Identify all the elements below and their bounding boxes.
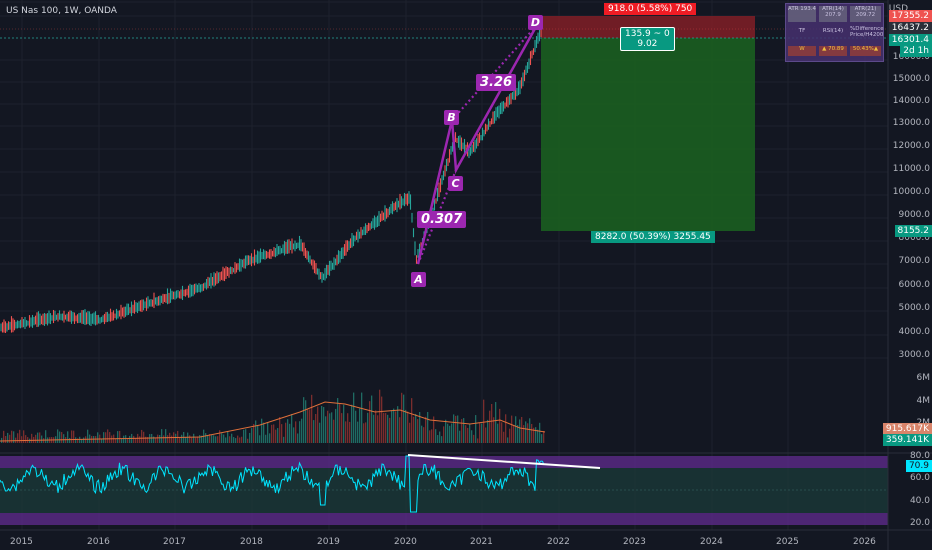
volume-ma-line (0, 401, 546, 442)
panel-diff: %Difference Price/H4200 (850, 26, 884, 38)
rsi-trendline[interactable] (407, 454, 601, 469)
volume-label-4m: 4M (916, 396, 931, 406)
price-tick-label: 7000.0 (898, 256, 931, 266)
time-tick-label: 2025 (776, 537, 799, 547)
last-high-badge: 16437.2 (888, 22, 932, 34)
symbol-title[interactable]: US Nas 100, 1W, OANDA (6, 6, 117, 16)
time-tick-label: 2020 (394, 537, 417, 547)
price-candles (0, 25, 542, 334)
bcd-ratio-label[interactable]: 3.26 (476, 74, 517, 91)
point-a-label[interactable]: A (411, 272, 426, 287)
price-tick-label: 6000.0 (898, 280, 931, 290)
volume-badge: 359.141K (882, 434, 932, 446)
price-tick-label: 4000.0 (898, 327, 931, 337)
time-tick-label: 2022 (547, 537, 570, 547)
time-tick-label: 2024 (700, 537, 723, 547)
price-tick-label: 5000.0 (898, 303, 931, 313)
price-tick-label: 14000.0 (892, 96, 930, 106)
entry-label-line2: 9.02 (637, 39, 658, 49)
rsi-overbought-band (0, 456, 888, 468)
rsi-label-40: 40.0 (909, 496, 930, 506)
volume-label-6m: 6M (916, 373, 931, 383)
price-tick-label: 12000.0 (892, 141, 930, 151)
target-label: 8282.0 (50.39%) 3255.45 (591, 231, 715, 243)
price-tick-label: 9000.0 (898, 210, 931, 220)
rsi-label-20: 20.0 (909, 518, 930, 528)
price-tick-label: 3000.0 (898, 350, 931, 360)
xab-ratio-label[interactable]: 0.307 (417, 211, 467, 228)
point-c-label[interactable]: C (448, 176, 463, 191)
price-tick-label: 8000.0 (898, 233, 931, 243)
time-tick-label: 2019 (317, 537, 340, 547)
panel-rsi: RSI(14) (822, 28, 844, 34)
price-tick-label: 13000.0 (892, 118, 930, 128)
indicator-panel: ATR 193.4 ATR(14) 207.9 ATR(21) 209.72 T… (785, 3, 884, 62)
rsi-value-badge: 70.9 (905, 460, 932, 472)
target-price-badge: 8155.2 (894, 225, 932, 237)
rsi-label-60: 60.0 (909, 473, 930, 483)
panel-atr21: ATR(21) 209.72 (850, 6, 881, 22)
volume-bars (1, 389, 545, 443)
price-tick-label: 15000.0 (892, 74, 930, 84)
panel-atr: ATR 193.4 (788, 6, 816, 22)
panel-tf: TF (798, 28, 806, 34)
panel-diff-value: 50.43%▲ (850, 46, 881, 56)
time-tick-label: 2015 (10, 537, 33, 547)
entry-label: 135.9 ~ 0 9.02 (620, 27, 675, 51)
time-tick-label: 2023 (623, 537, 646, 547)
time-tick-label: 2018 (240, 537, 263, 547)
price-tick-label: 10000.0 (892, 187, 930, 197)
current-price-badge: 16301.4 (888, 34, 932, 46)
currency-label: USD (888, 4, 908, 14)
entry-label-line1: 135.9 ~ 0 (625, 29, 670, 39)
volume-ma-badge: 915.617K (882, 423, 932, 435)
time-tick-label: 2016 (87, 537, 110, 547)
panel-atr14: ATR(14) 207.9 (819, 6, 847, 22)
countdown-badge: 2d 1h (900, 45, 932, 57)
time-tick-label: 2017 (163, 537, 186, 547)
point-b-label[interactable]: B (444, 110, 459, 125)
rsi-oversold-band (0, 513, 888, 525)
stop-loss-label: 918.0 (5.58%) 750 (604, 3, 697, 15)
rsi-label-80: 80.0 (909, 451, 930, 461)
price-tick-label: 16000.0 (892, 52, 930, 62)
panel-rsi-value: ▲ 70.89 (819, 46, 847, 56)
time-tick-label: 2026 (853, 537, 876, 547)
time-tick-label: 2021 (470, 537, 493, 547)
panel-tf-value: W (788, 46, 816, 56)
point-d-label[interactable]: D (528, 15, 543, 30)
target-zone (541, 38, 755, 231)
stop-price-badge: 17355.2 (888, 10, 932, 22)
price-tick-label: 11000.0 (892, 164, 930, 174)
rsi-line (0, 455, 545, 513)
